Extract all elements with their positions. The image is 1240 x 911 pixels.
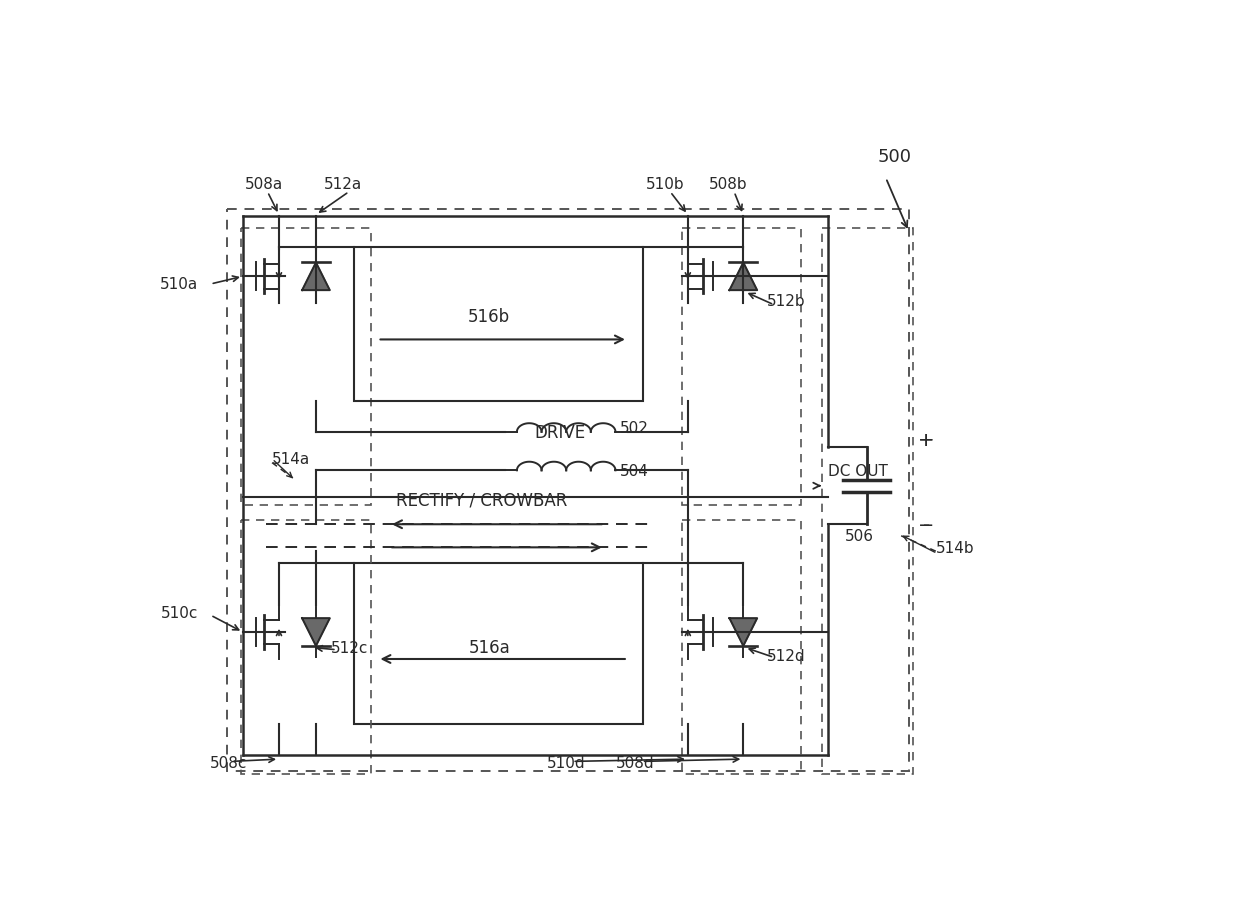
Text: 510c: 510c bbox=[161, 606, 198, 620]
Text: +: + bbox=[919, 431, 935, 449]
Text: 500: 500 bbox=[878, 148, 913, 166]
Polygon shape bbox=[729, 263, 758, 291]
Text: −: − bbox=[919, 516, 935, 534]
Text: 514a: 514a bbox=[272, 452, 310, 466]
Bar bbox=[682, 229, 801, 506]
Text: 508a: 508a bbox=[246, 178, 284, 192]
Text: 502: 502 bbox=[620, 421, 649, 436]
Text: -: - bbox=[923, 516, 930, 534]
Polygon shape bbox=[303, 263, 330, 291]
Bar bbox=[355, 248, 644, 402]
Text: 516a: 516a bbox=[469, 639, 510, 657]
Bar bbox=[227, 210, 909, 771]
Text: 510b: 510b bbox=[646, 178, 684, 192]
Bar bbox=[242, 229, 371, 506]
Text: 514b: 514b bbox=[936, 540, 975, 555]
Text: 508c: 508c bbox=[211, 755, 248, 771]
Text: 510a: 510a bbox=[160, 277, 198, 292]
Text: DC OUT: DC OUT bbox=[828, 464, 888, 478]
Text: +: + bbox=[919, 431, 935, 449]
Text: 504: 504 bbox=[620, 464, 649, 478]
Text: 508d: 508d bbox=[616, 755, 655, 771]
Polygon shape bbox=[303, 619, 330, 646]
Text: 510d: 510d bbox=[547, 755, 585, 771]
Polygon shape bbox=[729, 619, 758, 646]
Text: 508b: 508b bbox=[708, 178, 748, 192]
Text: 506: 506 bbox=[844, 528, 874, 544]
Text: 512b: 512b bbox=[766, 294, 805, 309]
Text: 512d: 512d bbox=[766, 648, 805, 663]
Text: RECTIFY / CROWBAR: RECTIFY / CROWBAR bbox=[396, 491, 567, 509]
Bar bbox=[682, 521, 801, 774]
Bar bbox=[355, 563, 644, 724]
Text: 516b: 516b bbox=[469, 308, 511, 326]
Text: 512c: 512c bbox=[331, 640, 368, 655]
Text: DRIVE: DRIVE bbox=[534, 424, 585, 441]
Bar bbox=[822, 229, 913, 774]
Bar bbox=[242, 521, 371, 774]
Text: 512a: 512a bbox=[324, 178, 362, 192]
